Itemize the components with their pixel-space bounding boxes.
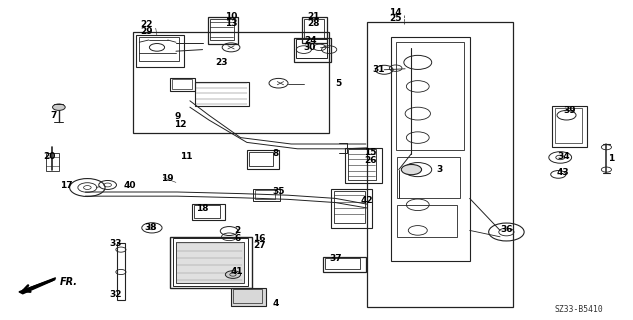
- Text: 16: 16: [253, 234, 266, 243]
- Text: 31: 31: [372, 65, 385, 74]
- Bar: [210, 19, 234, 40]
- Text: 10: 10: [225, 12, 237, 20]
- Text: 4: 4: [272, 300, 279, 308]
- Text: 5: 5: [335, 79, 342, 88]
- Bar: [555, 108, 582, 143]
- Text: 3: 3: [437, 165, 443, 174]
- Circle shape: [401, 164, 422, 175]
- Text: 7: 7: [51, 111, 57, 120]
- Text: SZ33-B5410: SZ33-B5410: [555, 305, 604, 314]
- Text: 36: 36: [500, 225, 513, 234]
- Bar: [133, 32, 329, 133]
- Text: 26: 26: [364, 156, 377, 164]
- Bar: [334, 191, 365, 223]
- Circle shape: [225, 271, 241, 278]
- Text: 37: 37: [329, 254, 342, 263]
- Text: 12: 12: [174, 120, 187, 129]
- Text: 39: 39: [563, 106, 576, 115]
- Text: 1: 1: [608, 154, 614, 163]
- Text: 32: 32: [110, 290, 122, 299]
- Bar: [323, 257, 366, 272]
- Bar: [253, 189, 280, 201]
- Text: 8: 8: [272, 149, 279, 158]
- Text: 17: 17: [60, 181, 73, 190]
- Circle shape: [53, 104, 65, 110]
- Text: FR.: FR.: [60, 276, 78, 287]
- Bar: [348, 149, 376, 180]
- Text: 41: 41: [231, 267, 244, 276]
- Bar: [397, 205, 457, 237]
- Bar: [294, 38, 331, 62]
- Bar: [176, 242, 244, 283]
- Text: 29: 29: [141, 27, 153, 36]
- Text: 25: 25: [389, 14, 402, 23]
- Text: 14: 14: [389, 8, 402, 17]
- Text: 9: 9: [174, 112, 180, 121]
- Bar: [170, 78, 195, 91]
- Bar: [345, 148, 382, 183]
- Bar: [255, 190, 275, 199]
- Text: 20: 20: [43, 152, 56, 161]
- Bar: [247, 150, 279, 169]
- Bar: [117, 243, 125, 300]
- Bar: [302, 17, 327, 43]
- Text: 34: 34: [557, 152, 570, 161]
- Text: 6: 6: [234, 234, 241, 243]
- Text: 21: 21: [307, 12, 320, 20]
- Text: 23: 23: [215, 58, 228, 67]
- Polygon shape: [19, 278, 56, 294]
- Text: 40: 40: [123, 181, 136, 190]
- Text: 11: 11: [180, 152, 193, 161]
- Bar: [170, 237, 252, 288]
- Text: 19: 19: [161, 174, 174, 183]
- Text: 30: 30: [304, 43, 316, 52]
- Text: 35: 35: [272, 188, 285, 196]
- Text: 24: 24: [304, 36, 316, 44]
- Bar: [139, 37, 179, 61]
- Bar: [391, 37, 470, 261]
- Bar: [136, 35, 184, 67]
- Text: 2: 2: [234, 226, 241, 235]
- Bar: [231, 288, 266, 306]
- Bar: [367, 22, 513, 307]
- Text: 18: 18: [196, 204, 209, 212]
- Bar: [195, 82, 249, 106]
- Bar: [172, 79, 192, 89]
- Bar: [396, 42, 464, 150]
- Text: 43: 43: [557, 168, 570, 177]
- Text: 15: 15: [364, 148, 377, 157]
- Bar: [552, 106, 587, 147]
- Bar: [304, 19, 324, 38]
- Bar: [173, 238, 248, 286]
- Text: 42: 42: [361, 196, 373, 204]
- Bar: [296, 39, 327, 58]
- Bar: [46, 153, 59, 171]
- Text: 28: 28: [307, 19, 320, 28]
- Text: 22: 22: [141, 20, 153, 28]
- Bar: [233, 289, 262, 303]
- Text: 33: 33: [110, 239, 122, 248]
- Bar: [331, 189, 372, 228]
- Text: 38: 38: [144, 223, 157, 232]
- Bar: [249, 152, 273, 166]
- Bar: [208, 17, 238, 44]
- Bar: [192, 204, 225, 220]
- Text: 27: 27: [253, 241, 266, 250]
- Bar: [194, 205, 220, 218]
- Bar: [397, 157, 460, 198]
- Text: 13: 13: [225, 19, 237, 28]
- Bar: [325, 258, 360, 269]
